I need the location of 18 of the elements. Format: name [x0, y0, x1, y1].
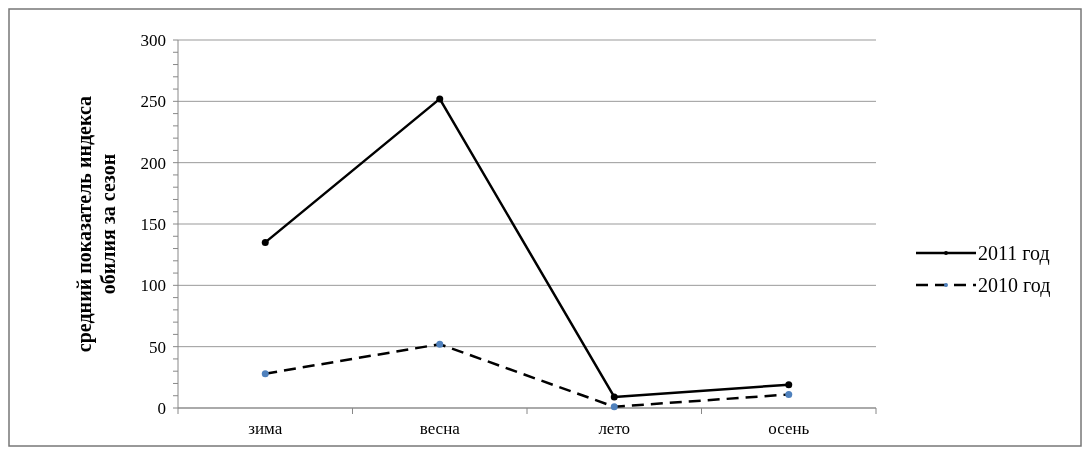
y-tick-label: 50	[149, 337, 166, 357]
point	[436, 95, 444, 103]
legend-label: 2010 год	[978, 274, 1051, 297]
y-tick-label: 0	[157, 398, 166, 418]
y-tick-label: 250	[140, 92, 166, 112]
y-tick-label: 100	[140, 276, 166, 296]
legend-label: 2011 год	[978, 242, 1050, 265]
y-tick-label: 150	[140, 214, 166, 234]
x-tick-label: лето	[598, 418, 631, 438]
x-tick-label: осень	[768, 418, 810, 438]
x-tick-label: зима	[248, 418, 283, 438]
point	[785, 381, 793, 389]
y-tick-label: 200	[140, 153, 166, 173]
x-tick-label: весна	[419, 418, 461, 438]
y-axis-title: средний показатель индекса обилия за сезон	[73, 95, 119, 353]
point	[261, 238, 269, 246]
point	[610, 393, 618, 401]
y-tick-label: 300	[140, 30, 166, 50]
